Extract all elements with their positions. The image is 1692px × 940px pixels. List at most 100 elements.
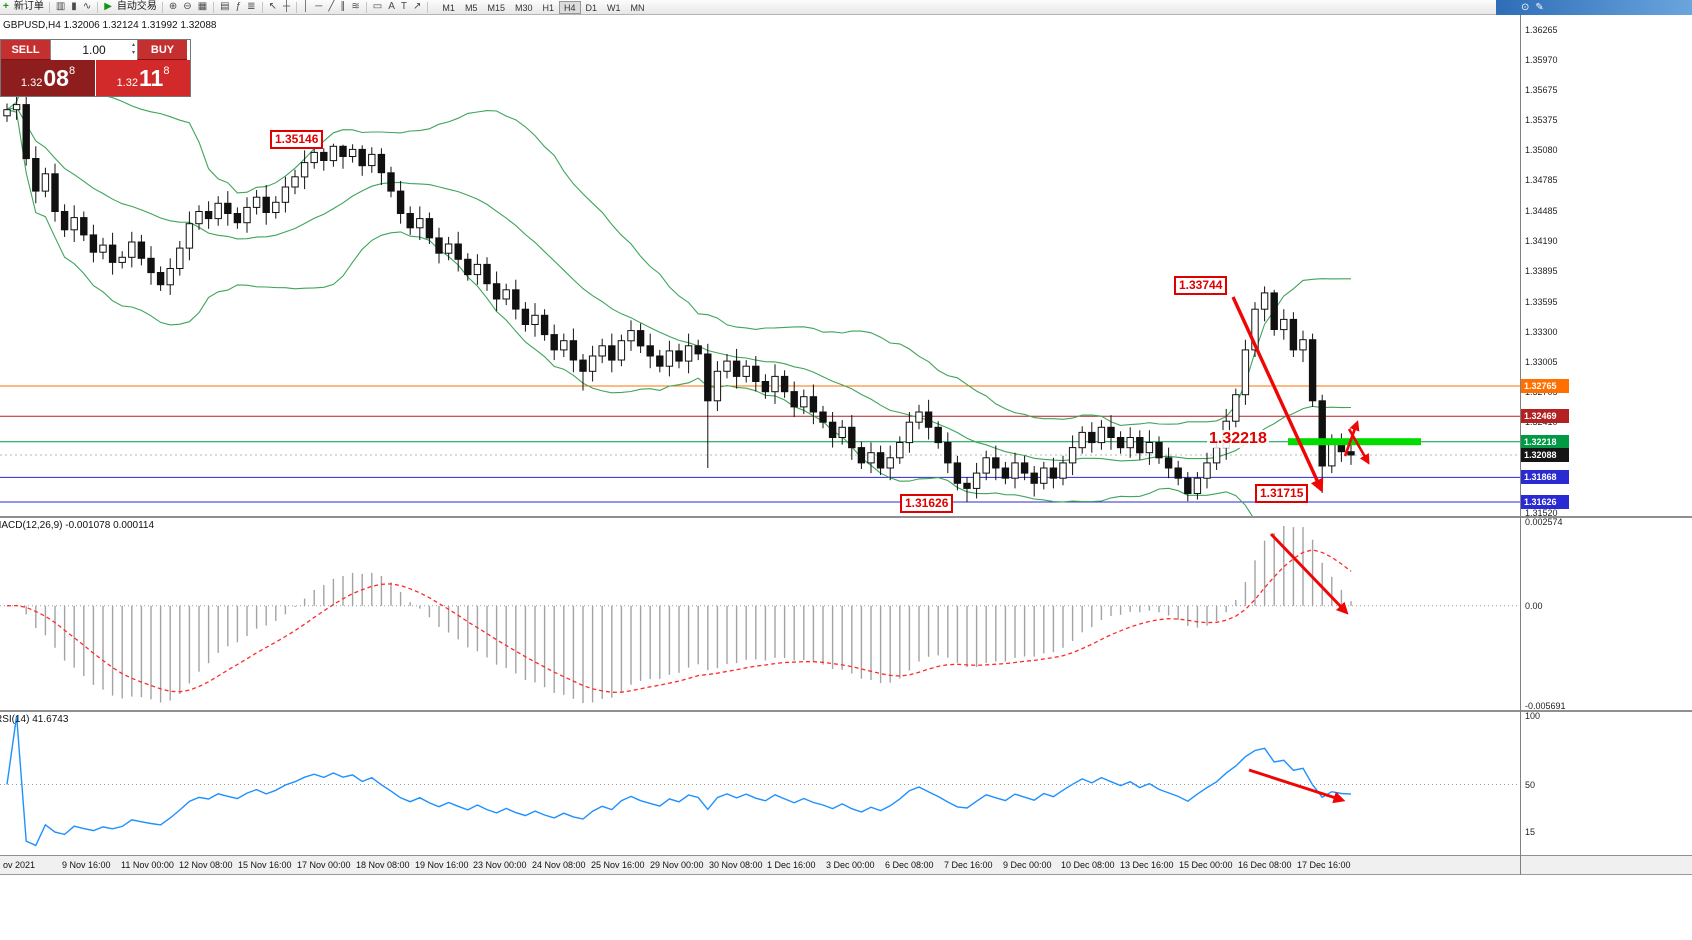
tf-button-H1[interactable]: H1 (537, 1, 559, 14)
candle (281, 186, 290, 203)
candle (896, 442, 904, 459)
candle (243, 206, 251, 224)
candle (636, 330, 645, 347)
trend-arrow (1343, 420, 1360, 457)
candle (704, 353, 712, 402)
text-label-icon[interactable]: T (400, 1, 408, 12)
candle (790, 391, 798, 408)
candle (70, 217, 78, 231)
tf-button-W1[interactable]: W1 (602, 1, 626, 14)
timeframe-buttons: M1 M5 M15 M30 H1 H4 D1 W1 MN (437, 0, 650, 14)
candle (1107, 426, 1115, 438)
ask-big-digits: 11 (138, 64, 164, 91)
trade-panel-price-row: 1.32 08 8 1.32 11 8 (1, 60, 190, 96)
objects-list-icon[interactable]: ≣ (247, 1, 256, 12)
time-axis[interactable]: ov 2021 9 Nov 16:00 11 Nov 00:00 12 Nov 08:… (0, 855, 1692, 875)
tf-button-M30[interactable]: M30 (510, 1, 538, 14)
rsi-axis-label: 50 (1525, 780, 1536, 790)
candle (387, 172, 395, 192)
price-tick-label: 1.34485 (1525, 206, 1558, 216)
candle (512, 289, 520, 310)
horizontal-line-icon[interactable]: ─ (315, 1, 323, 12)
candle (1280, 318, 1288, 331)
buy-button[interactable]: BUY (137, 40, 187, 60)
toolbar-separator (427, 1, 429, 13)
candle (147, 257, 155, 274)
candle (617, 340, 626, 361)
new-order-icon[interactable]: + (3, 1, 9, 12)
channel-icon[interactable]: ∥ (340, 1, 346, 12)
text-icon[interactable]: A (388, 1, 395, 12)
bid-big-digits: 08 (43, 64, 69, 91)
rsi-indicator-label: RSI(14) 41.6743 (0, 714, 69, 725)
new-order-button[interactable]: 新订单 (13, 1, 44, 12)
ask-prefix: 1.32 (116, 77, 138, 89)
candle (953, 462, 962, 484)
spinner-down-icon[interactable]: ▾ (131, 50, 135, 56)
trend-arrow (1231, 296, 1324, 493)
shapes-icon[interactable]: ▭ (372, 1, 383, 12)
auto-trading-button[interactable]: 自动交易 (116, 1, 157, 12)
volume-value: 1.00 (82, 43, 106, 57)
bid-prefix: 1.32 (20, 77, 43, 89)
zoom-in-icon[interactable]: ⊕ (168, 1, 178, 12)
candle (848, 426, 856, 449)
tile-windows-icon[interactable]: ▦ (197, 1, 208, 12)
candle (128, 241, 136, 258)
tf-button-M1[interactable]: M1 (437, 1, 460, 14)
indicators-icon[interactable]: ƒ (235, 1, 242, 12)
candle (118, 256, 126, 263)
cursor-icon[interactable]: ↖ (268, 1, 277, 12)
candle (1078, 431, 1086, 449)
bar-chart-icon[interactable]: ▥ (55, 1, 66, 12)
tf-button-D1[interactable]: D1 (581, 1, 603, 14)
tf-button-H4[interactable]: H4 (559, 0, 581, 14)
sell-button[interactable]: SELL (1, 40, 51, 60)
candle (1040, 467, 1048, 484)
edit-icon[interactable]: ✎ (1535, 1, 1544, 13)
candle (473, 263, 482, 276)
auto-trading-icon[interactable]: ▶ (104, 1, 112, 12)
vertical-line-icon[interactable]: │ (303, 1, 310, 12)
trendline-icon[interactable]: ╱ (328, 1, 335, 12)
line-chart-icon[interactable]: ∿ (82, 1, 92, 12)
candle (464, 258, 472, 276)
ask-price[interactable]: 1.32 11 8 (95, 60, 190, 96)
volume-spinner-icons[interactable]: ▴ ▾ (132, 41, 135, 57)
toolbar-separator (296, 1, 298, 13)
tf-button-M5[interactable]: M5 (460, 1, 483, 14)
price-tick-label: 1.33895 (1525, 266, 1558, 276)
candle (1270, 292, 1278, 330)
fibonacci-icon[interactable]: ≋ (351, 1, 360, 12)
trend-arrow (1347, 428, 1370, 465)
time-tick-label: 24 Nov 08:00 (532, 860, 586, 870)
time-tick-label: 13 Dec 16:00 (1120, 860, 1174, 870)
zoom-out-icon[interactable]: ⊖ (183, 1, 192, 12)
tf-button-MN[interactable]: MN (626, 1, 650, 14)
time-tick-label: 3 Dec 00:00 (826, 860, 875, 870)
candle (569, 340, 578, 361)
search-icon[interactable]: ⊙ (1521, 1, 1530, 13)
candle (339, 145, 347, 158)
candle (492, 283, 501, 300)
new-chart-icon[interactable]: ▤ (220, 1, 230, 12)
candlestick-icon[interactable]: ▮ (71, 1, 77, 12)
pane-separator[interactable] (0, 710, 1692, 712)
candle (867, 452, 875, 464)
bid-price[interactable]: 1.32 08 8 (1, 60, 95, 96)
one-click-trading-panel: SELL 1.00 ▴ ▾ BUY 1.32 08 8 1.32 11 8 (0, 39, 191, 97)
spinner-up-icon[interactable]: ▴ (131, 42, 135, 48)
candle (560, 340, 568, 351)
macd-indicator-label: MACD(12,26,9) -0.001078 0.000114 (0, 520, 155, 531)
candle (483, 263, 491, 285)
crosshair-icon[interactable]: ┼ (282, 1, 291, 12)
arrows-icon[interactable]: ↗ (413, 1, 422, 12)
time-tick-label: 6 Dec 08:00 (885, 860, 934, 870)
candle (368, 153, 376, 167)
tf-button-M15[interactable]: M15 (482, 1, 510, 14)
candle (934, 426, 942, 444)
volume-input[interactable]: 1.00 ▴ ▾ (51, 40, 137, 60)
pane-separator[interactable] (0, 516, 1692, 518)
candle (1174, 467, 1182, 479)
